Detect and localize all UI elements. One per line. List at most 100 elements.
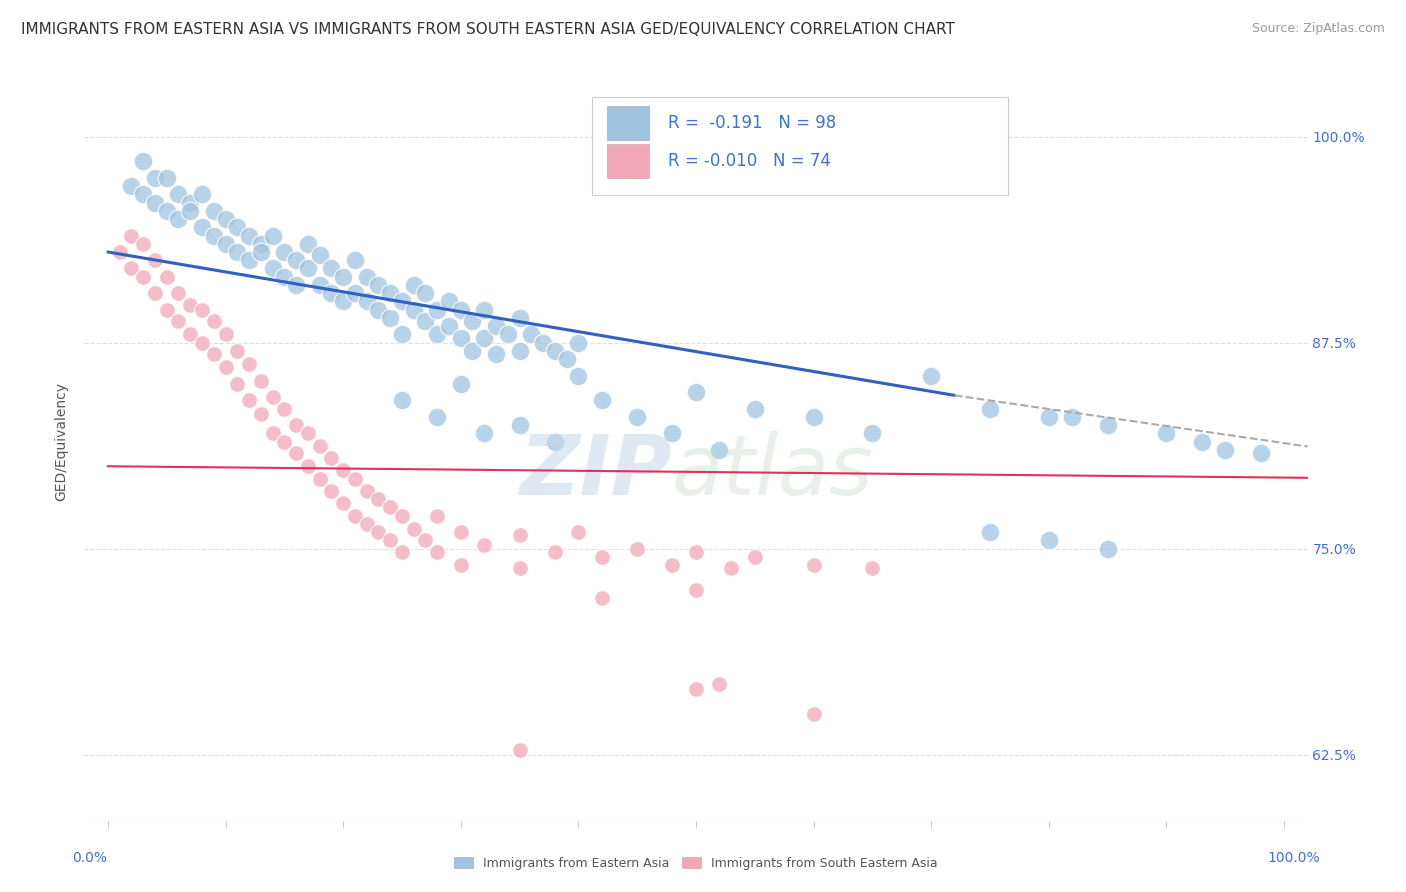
Point	[297, 236, 319, 251]
Point	[567, 335, 589, 350]
FancyBboxPatch shape	[606, 144, 650, 178]
Point	[544, 434, 567, 449]
Point	[485, 347, 508, 361]
Point	[179, 195, 201, 210]
Point	[744, 549, 766, 564]
Point	[720, 561, 742, 575]
Point	[520, 327, 543, 342]
Point	[803, 409, 825, 424]
Point	[1038, 533, 1060, 548]
Text: atlas: atlas	[672, 432, 873, 512]
Text: IMMIGRANTS FROM EASTERN ASIA VS IMMIGRANTS FROM SOUTH EASTERN ASIA GED/EQUIVALEN: IMMIGRANTS FROM EASTERN ASIA VS IMMIGRAN…	[21, 22, 955, 37]
Point	[426, 327, 449, 342]
Point	[285, 418, 308, 433]
Point	[380, 310, 402, 325]
Point	[472, 426, 495, 441]
Point	[380, 500, 402, 515]
FancyBboxPatch shape	[606, 105, 650, 140]
Point	[156, 203, 179, 218]
Point	[685, 545, 707, 559]
Point	[1097, 418, 1119, 433]
Point	[249, 407, 271, 421]
Point	[297, 426, 319, 441]
Y-axis label: GED/Equivalency: GED/Equivalency	[55, 382, 69, 501]
Point	[202, 203, 225, 218]
Point	[685, 582, 707, 597]
Point	[509, 528, 531, 542]
Point	[108, 244, 131, 259]
Point	[450, 525, 472, 540]
Point	[179, 203, 201, 218]
Point	[202, 347, 225, 361]
Point	[191, 335, 214, 350]
Point	[472, 302, 495, 317]
Point	[191, 187, 214, 202]
Point	[391, 545, 413, 559]
Point	[249, 236, 271, 251]
Point	[391, 294, 413, 309]
Point	[402, 277, 425, 292]
Point	[1038, 409, 1060, 424]
Point	[402, 302, 425, 317]
Point	[332, 269, 354, 284]
Point	[979, 401, 1001, 416]
Point	[920, 368, 942, 383]
Point	[262, 390, 284, 404]
Point	[626, 409, 648, 424]
Point	[709, 677, 731, 691]
Point	[332, 462, 354, 476]
Point	[661, 426, 683, 441]
Point	[167, 212, 190, 227]
Point	[202, 228, 225, 243]
Point	[544, 343, 567, 358]
Point	[356, 269, 378, 284]
Point	[356, 483, 378, 498]
Point	[472, 331, 495, 345]
Point	[132, 236, 155, 251]
Point	[285, 253, 308, 268]
Point	[496, 327, 519, 342]
Point	[120, 228, 142, 243]
Point	[1191, 434, 1213, 449]
Point	[167, 314, 190, 328]
Point	[415, 533, 437, 548]
Point	[156, 269, 179, 284]
Point	[156, 302, 179, 317]
Point	[485, 319, 508, 334]
Point	[509, 561, 531, 575]
Point	[391, 327, 413, 342]
Point	[509, 743, 531, 757]
Point	[461, 314, 484, 328]
Point	[415, 286, 437, 301]
Point	[803, 558, 825, 573]
Point	[860, 426, 883, 441]
Point	[437, 294, 460, 309]
Point	[262, 261, 284, 276]
Point	[450, 302, 472, 317]
Point	[391, 393, 413, 408]
Point	[391, 508, 413, 523]
Point	[285, 446, 308, 460]
Point	[685, 681, 707, 696]
Point	[472, 538, 495, 552]
Point	[273, 269, 295, 284]
Point	[321, 483, 343, 498]
Point	[803, 706, 825, 721]
Text: 0.0%: 0.0%	[72, 851, 107, 865]
Point	[1213, 442, 1236, 457]
Point	[426, 508, 449, 523]
Point	[380, 533, 402, 548]
Point	[308, 440, 330, 454]
Point	[509, 343, 531, 358]
Text: R = -0.010   N = 74: R = -0.010 N = 74	[668, 152, 831, 169]
Point	[214, 360, 236, 375]
Point	[332, 495, 354, 509]
Point	[356, 516, 378, 531]
Point	[262, 228, 284, 243]
Point	[437, 319, 460, 334]
Point	[308, 248, 330, 262]
Point	[343, 286, 366, 301]
Point	[156, 170, 179, 185]
Point	[591, 549, 613, 564]
Point	[238, 357, 260, 371]
